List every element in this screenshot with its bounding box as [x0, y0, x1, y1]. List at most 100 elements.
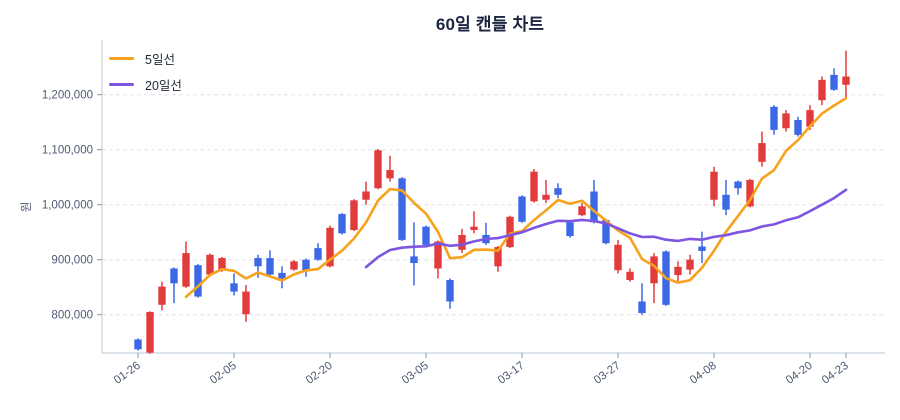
candle-body [794, 120, 802, 135]
candle-body [350, 200, 358, 230]
candle-body [830, 74, 838, 90]
candle [266, 250, 274, 277]
candle-body [278, 272, 286, 279]
candle-body [710, 171, 718, 200]
candles [134, 50, 850, 354]
candle [386, 155, 394, 182]
candle-body [206, 254, 214, 275]
candle [566, 220, 574, 238]
candle [314, 243, 322, 261]
candle [590, 179, 598, 224]
candle-body [746, 179, 754, 207]
candle [758, 131, 766, 167]
candle [686, 254, 694, 275]
candle [698, 231, 706, 263]
candle [338, 212, 346, 235]
candle-body [290, 261, 298, 270]
candle [230, 273, 238, 296]
candle [482, 222, 490, 245]
x-tick-label: 04-08 [688, 360, 719, 387]
x-tick-label: 03-05 [400, 360, 431, 387]
candle [818, 76, 826, 106]
candle-body [458, 234, 466, 250]
y-tick-label: 1,200,000 [42, 90, 93, 102]
candle [530, 168, 538, 203]
chart-title: 60일 캔들 차트 [435, 15, 545, 34]
ma20-legend-label: 20일선 [145, 79, 182, 93]
candle [254, 254, 262, 278]
candle-body [818, 79, 826, 101]
candle [470, 211, 478, 234]
legend-item-ma5: 5일선 [109, 49, 182, 68]
candle-body [374, 150, 382, 189]
candle [626, 268, 634, 282]
candle [182, 241, 190, 288]
candle-body [230, 283, 238, 292]
legend: 5일선 20일선 [109, 49, 182, 94]
y-tick-label: 900,000 [51, 255, 93, 267]
candle [542, 179, 550, 204]
candle [290, 260, 298, 271]
candle [278, 266, 286, 289]
candle [554, 183, 562, 199]
candle-body [470, 226, 478, 230]
candle [506, 215, 514, 249]
candle [398, 177, 406, 241]
candle [674, 261, 682, 282]
candle-body [806, 110, 814, 127]
candle [794, 116, 802, 137]
candle-body [254, 258, 262, 267]
candle [374, 149, 382, 190]
candle [170, 267, 178, 304]
candle [722, 179, 730, 216]
candle-body [758, 143, 766, 162]
candle [158, 281, 166, 311]
candle-body [194, 265, 202, 297]
candle-body [434, 241, 442, 269]
candle-body [158, 286, 166, 305]
x-tick-label: 01-26 [112, 360, 143, 387]
candle [422, 225, 430, 246]
candle-body [410, 256, 418, 263]
candle [830, 68, 838, 91]
candle-body [398, 178, 406, 240]
candle-body [554, 188, 562, 195]
candle-body [266, 258, 274, 275]
candle-body [518, 196, 526, 222]
candle [302, 258, 310, 277]
ma5-line-swatch [109, 57, 134, 60]
candle [746, 178, 754, 208]
candle-body [734, 181, 742, 189]
ma20-line [364, 188, 848, 269]
candle-body [326, 227, 334, 267]
candle-body [566, 222, 574, 237]
x-tick-label: 04-23 [820, 360, 851, 387]
x-tick-label: 04-20 [784, 360, 815, 387]
candle-body [626, 271, 634, 281]
candle [242, 285, 250, 322]
candle-body [170, 268, 178, 284]
candle [194, 264, 202, 298]
candle-body [578, 206, 586, 216]
candle-body [446, 280, 454, 302]
ma20-line-swatch [109, 83, 134, 86]
candle-body [302, 259, 310, 272]
candle-body [770, 106, 778, 130]
gridlines [102, 94, 885, 316]
candle [458, 228, 466, 254]
candle [134, 338, 142, 351]
ma5-legend-label: 5일선 [145, 53, 175, 67]
candle-body [386, 170, 394, 179]
candle [734, 180, 742, 195]
candle-body [314, 248, 322, 260]
x-tick-label: 03-17 [496, 360, 527, 387]
candle-body [362, 191, 370, 200]
candle-body [134, 339, 142, 350]
candle-body [218, 258, 226, 270]
ma5-line [184, 96, 848, 299]
x-tick-label: 02-20 [304, 360, 335, 387]
candle-body [698, 246, 706, 251]
candle-body [686, 259, 694, 270]
candle [578, 203, 586, 217]
candle-body [590, 191, 598, 223]
